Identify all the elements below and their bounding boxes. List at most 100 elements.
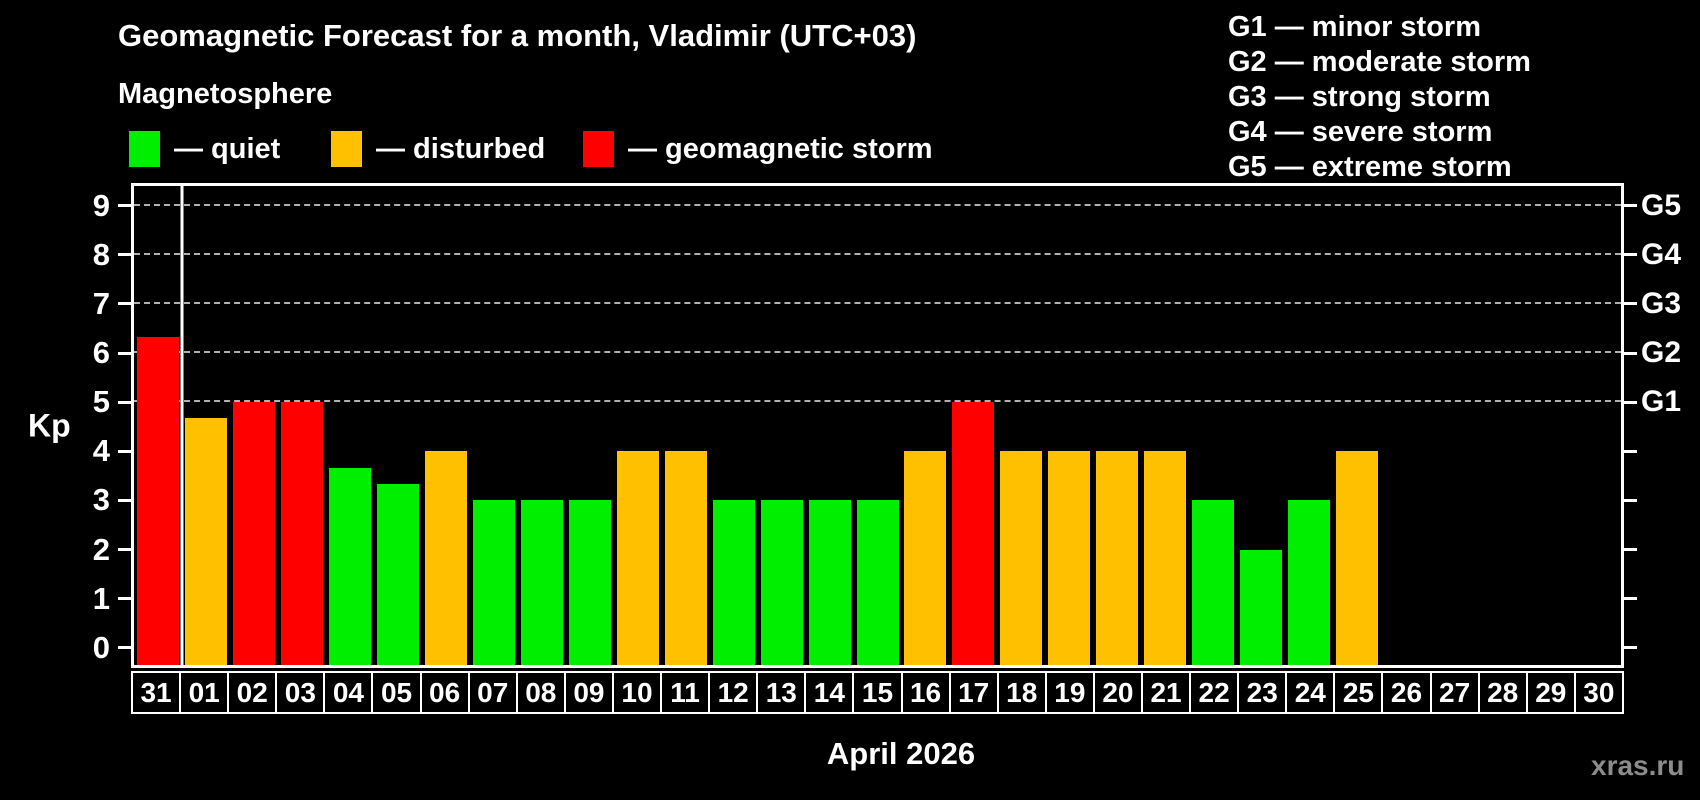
y-tick-left-0 bbox=[118, 646, 131, 650]
kp-bar-day-17 bbox=[952, 402, 995, 665]
y-tick-label-0: 0 bbox=[92, 629, 110, 665]
legend-label-storm: — geomagnetic storm bbox=[628, 132, 933, 165]
kp-bar-day-15 bbox=[856, 500, 899, 665]
watermark: xras.ru bbox=[1591, 750, 1685, 781]
date-cell-22: 22 bbox=[1189, 671, 1240, 714]
y-tick-left-4 bbox=[118, 449, 131, 453]
kp-bar-day-16 bbox=[904, 451, 947, 665]
date-cell-11: 11 bbox=[660, 671, 711, 714]
kp-bar-day-02 bbox=[232, 402, 275, 665]
kp-bar-day-22 bbox=[1192, 500, 1235, 665]
g-scale-item-g2: G2 — moderate storm bbox=[1228, 46, 1531, 78]
y-tick-right-2 bbox=[1624, 548, 1637, 552]
y-tick-left-7 bbox=[118, 302, 131, 306]
kp-bar-day-25 bbox=[1336, 451, 1379, 665]
date-cell-23: 23 bbox=[1237, 671, 1288, 714]
g-scale-item-g3: G3 — strong storm bbox=[1228, 81, 1491, 113]
y-tick-label-6: 6 bbox=[92, 335, 110, 371]
g-scale-item-g5: G5 — extreme storm bbox=[1228, 151, 1512, 183]
gridline-kp8 bbox=[134, 252, 1621, 255]
date-cell-04: 04 bbox=[323, 671, 374, 714]
kp-bar-day-20 bbox=[1096, 451, 1139, 665]
date-cell-05: 05 bbox=[371, 671, 422, 714]
date-cell-31: 31 bbox=[131, 671, 182, 714]
kp-bar-day-12 bbox=[712, 500, 755, 665]
date-cell-09: 09 bbox=[563, 671, 614, 714]
date-cell-08: 08 bbox=[515, 671, 566, 714]
g-level-label-g3: G3 bbox=[1641, 286, 1682, 320]
y-tick-label-1: 1 bbox=[92, 580, 110, 616]
legend-label-quiet: — quiet bbox=[174, 132, 281, 165]
date-cell-13: 13 bbox=[756, 671, 807, 714]
y-tick-label-3: 3 bbox=[92, 482, 110, 518]
date-cell-18: 18 bbox=[996, 671, 1047, 714]
date-cell-10: 10 bbox=[611, 671, 663, 714]
g-level-label-g4: G4 bbox=[1641, 237, 1682, 271]
y-tick-left-5 bbox=[118, 400, 131, 404]
y-tick-left-8 bbox=[118, 253, 131, 257]
y-tick-right-6 bbox=[1624, 351, 1637, 355]
y-tick-right-8 bbox=[1624, 253, 1637, 257]
y-tick-left-2 bbox=[118, 548, 131, 552]
y-tick-label-8: 8 bbox=[92, 236, 110, 272]
kp-bar-day-19 bbox=[1048, 451, 1091, 665]
month-separator-line bbox=[180, 186, 184, 665]
y-tick-right-0 bbox=[1624, 646, 1637, 650]
y-tick-right-9 bbox=[1624, 204, 1637, 208]
kp-bar-day-07 bbox=[472, 500, 515, 665]
kp-bar-day-09 bbox=[568, 500, 611, 665]
y-tick-label-7: 7 bbox=[92, 285, 110, 321]
date-axis: 31 01 02 03 04 05 06 07 08 09 10 11 12 13 14 15 16 17 18 19… bbox=[131, 671, 1624, 714]
date-cell-30: 30 bbox=[1573, 671, 1624, 714]
date-cell-17: 17 bbox=[948, 671, 999, 714]
kp-bar-day-31 bbox=[136, 336, 179, 665]
date-cell-26: 26 bbox=[1381, 671, 1432, 714]
date-cell-29: 29 bbox=[1525, 671, 1576, 714]
kp-bar-day-01 bbox=[184, 418, 227, 665]
y-tick-right-3 bbox=[1624, 498, 1637, 502]
y-tick-left-6 bbox=[118, 351, 131, 355]
g-scale-item-g1: G1 — minor storm bbox=[1228, 11, 1481, 43]
legend-label-disturbed: — disturbed bbox=[376, 132, 546, 165]
y-tick-left-9 bbox=[118, 204, 131, 208]
date-cell-28: 28 bbox=[1477, 671, 1528, 714]
kp-bar-day-13 bbox=[760, 500, 803, 665]
date-cell-15: 15 bbox=[852, 671, 903, 714]
kp-bar-day-08 bbox=[520, 500, 563, 665]
y-tick-left-1 bbox=[118, 597, 131, 601]
kp-bar-day-14 bbox=[808, 500, 851, 665]
magnetosphere-label: Magnetosphere bbox=[118, 78, 333, 110]
legend-item-quiet: — quiet bbox=[129, 131, 280, 167]
g-scale-item-g4: G4 — severe storm bbox=[1228, 116, 1493, 148]
kp-bar-day-03 bbox=[280, 402, 323, 665]
storm-swatch bbox=[583, 131, 614, 167]
date-cell-25: 25 bbox=[1333, 671, 1384, 714]
kp-bar-day-21 bbox=[1144, 451, 1187, 665]
g-level-label-g2: G2 bbox=[1641, 336, 1682, 370]
kp-bar-day-18 bbox=[1000, 451, 1043, 665]
y-tick-left-3 bbox=[118, 498, 131, 502]
y-tick-right-1 bbox=[1624, 597, 1637, 601]
y-tick-label-9: 9 bbox=[92, 187, 110, 223]
disturbed-swatch bbox=[331, 131, 362, 167]
date-cell-19: 19 bbox=[1044, 671, 1095, 714]
g-scale-legend: G1 — minor storm G2 — moderate storm G3 … bbox=[1228, 10, 1531, 185]
date-cell-07: 07 bbox=[467, 671, 518, 714]
g-level-label-g1: G1 bbox=[1641, 385, 1682, 419]
kp-bar-day-06 bbox=[424, 451, 467, 665]
date-cell-14: 14 bbox=[804, 671, 855, 714]
date-cell-21: 21 bbox=[1140, 671, 1192, 714]
month-label: April 2026 bbox=[826, 736, 976, 771]
date-cell-27: 27 bbox=[1429, 671, 1480, 714]
gridline-kp5 bbox=[134, 400, 1621, 403]
date-cell-01: 01 bbox=[179, 671, 230, 714]
date-cell-16: 16 bbox=[900, 671, 951, 714]
legend-item-disturbed: — disturbed bbox=[331, 131, 545, 167]
kp-bar-day-24 bbox=[1288, 500, 1331, 665]
y-tick-right-4 bbox=[1624, 449, 1637, 453]
date-cell-06: 06 bbox=[419, 671, 470, 714]
gridline-kp9 bbox=[134, 203, 1621, 206]
kp-bar-day-04 bbox=[328, 467, 371, 665]
y-tick-label-2: 2 bbox=[92, 531, 110, 567]
